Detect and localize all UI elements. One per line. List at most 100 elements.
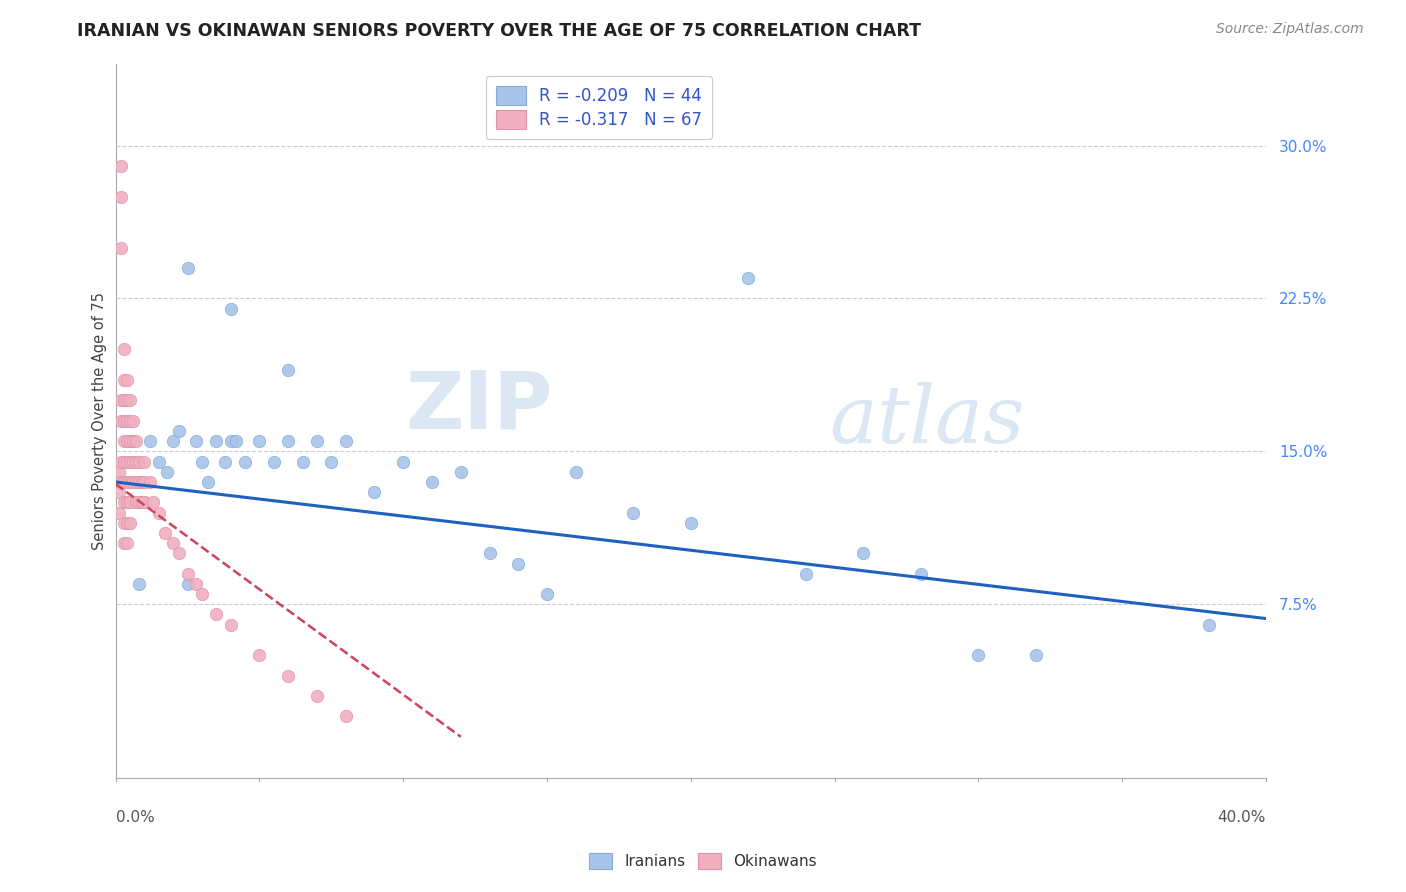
Point [134,495,156,509]
Point [110,159,132,173]
Point [115,414,138,428]
Point [305,434,328,449]
Point [420,475,443,489]
Point [112,343,135,357]
Point [115,516,138,530]
Point [131,495,153,509]
Point [277,363,299,377]
Point [277,668,299,682]
Point [214,454,236,468]
Point [112,454,135,468]
Point [508,557,530,571]
Point [112,495,135,509]
Point [134,495,156,509]
Point [291,454,314,468]
Point [112,536,135,550]
Point [115,454,138,468]
Point [176,260,198,275]
Point [1198,617,1220,632]
Point [565,465,588,479]
Text: ZIP: ZIP [405,368,553,445]
Point [110,241,132,255]
Point [107,485,129,500]
Point [225,434,247,449]
Point [115,373,138,387]
Point [128,495,150,509]
Point [167,424,190,438]
Point [118,393,141,408]
Text: 0.0%: 0.0% [115,810,155,825]
Point [162,434,184,449]
Point [536,587,558,601]
Point [125,434,148,449]
Point [219,434,242,449]
Point [118,454,141,468]
Point [139,434,162,449]
Point [128,475,150,489]
Point [122,434,145,449]
Point [1025,648,1047,663]
Point [162,536,184,550]
Legend: R = -0.209   N = 44, R = -0.317   N = 67: R = -0.209 N = 44, R = -0.317 N = 67 [485,76,711,139]
Point [115,393,138,408]
Point [107,465,129,479]
Point [363,485,385,500]
Point [115,434,138,449]
Point [910,566,932,581]
Point [125,495,148,509]
Point [110,414,132,428]
Point [335,709,357,723]
Point [122,475,145,489]
Legend: Iranians, Okinawans: Iranians, Okinawans [583,847,823,875]
Point [478,546,501,560]
Text: Source: ZipAtlas.com: Source: ZipAtlas.com [1216,22,1364,37]
Point [205,434,228,449]
Point [191,587,214,601]
Text: 40.0%: 40.0% [1218,810,1265,825]
Point [153,525,176,540]
Point [967,648,990,663]
Point [125,454,148,468]
Point [277,434,299,449]
Point [450,465,472,479]
Point [110,189,132,203]
Point [219,617,242,632]
Point [852,546,875,560]
Point [679,516,702,530]
Point [122,414,145,428]
Point [131,475,153,489]
Point [118,414,141,428]
Point [128,577,150,591]
Point [134,475,156,489]
Point [112,516,135,530]
Point [392,454,415,468]
Point [167,546,190,560]
Point [118,516,141,530]
Point [112,434,135,449]
Point [118,475,141,489]
Text: atlas: atlas [830,382,1024,459]
Point [737,271,759,285]
Point [186,577,208,591]
Point [118,434,141,449]
Point [191,454,214,468]
Point [110,454,132,468]
Point [233,454,256,468]
Point [156,465,179,479]
Point [197,475,219,489]
Point [148,454,170,468]
Point [176,577,198,591]
Point [621,506,644,520]
Point [112,414,135,428]
Point [219,301,242,316]
Point [335,434,357,449]
Point [134,454,156,468]
Point [305,689,328,703]
Point [263,454,285,468]
Point [128,454,150,468]
Point [115,495,138,509]
Point [122,454,145,468]
Point [142,495,165,509]
Point [115,475,138,489]
Point [139,475,162,489]
